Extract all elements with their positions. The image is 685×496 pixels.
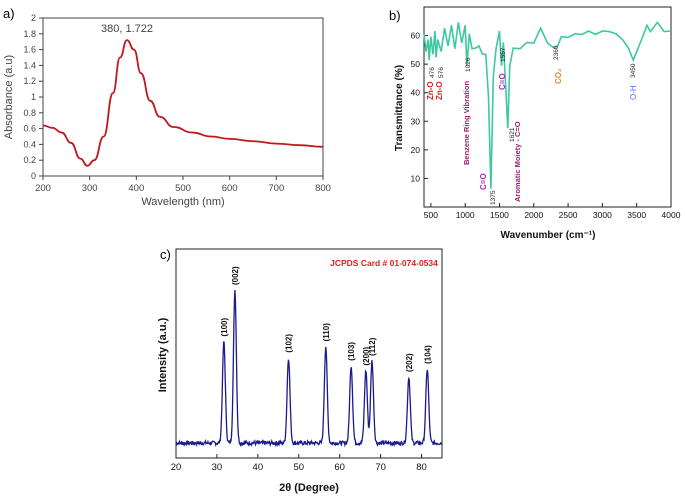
panel-c-x-tick-label-1: 30	[212, 462, 223, 473]
hkl-label-3: (110)	[322, 323, 331, 342]
panel-a-y-tick-label-2: 0.4	[23, 139, 36, 149]
panel-b-x-tick-label-0: 500	[424, 210, 438, 220]
panel-b: b) 500 1000 1500 2000 2500 3000 3500 4000 10 20 3…	[389, 6, 681, 241]
panel-a-label: a)	[3, 6, 15, 21]
panel-b-y-ticks: 10 20 30 40 50 60	[411, 31, 428, 183]
peak-label-576: 576	[438, 67, 445, 78]
panel-c-x-tick-label-4: 60	[334, 462, 345, 473]
panel-a-y-tick-label-7: 1.4	[23, 60, 36, 70]
panel-b-y-tick-label-0: 10	[411, 173, 421, 183]
peak-label-1621: 1621	[509, 127, 516, 142]
panel-a-y-tick-label-5: 1	[31, 92, 36, 102]
panel-a-absorbance-line	[42, 39, 324, 167]
peak-label-1557: 1557	[500, 47, 507, 62]
panel-a-x-tick-label-1: 300	[82, 183, 98, 194]
panel-b-x-axis-label: Wavenumber (cm⁻¹)	[501, 230, 596, 241]
panel-a-x-tick-label-4: 600	[222, 183, 238, 194]
panel-a-x-tick-label-3: 500	[175, 183, 191, 194]
panel-c-x-tick-label-6: 80	[416, 462, 427, 473]
panel-b-y-tick-label-5: 60	[411, 31, 421, 41]
hkl-label-0: (100)	[220, 318, 229, 337]
annotation-c-o-2: C=O	[498, 73, 507, 90]
hkl-label-2: (102)	[285, 334, 294, 353]
hkl-label-8: (104)	[423, 345, 432, 364]
panel-a-y-tick-label-10: 2	[31, 13, 36, 23]
panel-c-x-tick-label-5: 70	[375, 462, 386, 473]
panel-b-x-tick-label-6: 3500	[627, 210, 646, 220]
panel-a-x-tick-label-6: 800	[315, 183, 331, 194]
panel-c-jcpds-title: JCPDS Card # 01-074-0534	[330, 258, 438, 268]
annotation-zn-o-1: Zn-O	[426, 81, 435, 100]
panel-a: a) 200 300 400 500 600 700 800 0 0.2 0.4 0.6 0.8 1 1…	[3, 6, 331, 208]
panel-b-x-tick-label-1: 1000	[456, 210, 475, 220]
panel-b-frame	[423, 6, 672, 208]
panel-b-transmittance-line	[423, 21, 672, 189]
panel-a-x-tick-label-2: 400	[128, 183, 144, 194]
hkl-label-6: (112)	[368, 337, 377, 356]
panel-b-label: b)	[389, 8, 401, 23]
panel-b-x-ticks: 500 1000 1500 2000 2500 3000 3500 4000	[424, 203, 681, 220]
panel-c-xrd-pattern	[175, 289, 443, 448]
panel-c-x-tick-label-3: 50	[293, 462, 304, 473]
panel-a-x-tick-label-0: 200	[35, 183, 51, 194]
panel-c-x-tick-label-2: 40	[253, 462, 264, 473]
panel-c: c) JCPDS Card # 01-074-0534 20 30 40 50 60 70…	[157, 247, 443, 494]
panel-a-y-tick-label-3: 0.6	[23, 124, 36, 134]
panel-a-y-tick-label-0: 0	[31, 171, 36, 181]
panel-b-x-tick-label-5: 3000	[593, 210, 612, 220]
panel-b-x-tick-label-7: 4000	[662, 210, 681, 220]
panel-a-y-tick-label-8: 1.6	[23, 45, 36, 55]
peak-label-1375: 1375	[490, 190, 497, 205]
annotation-co2: CO₂	[554, 68, 563, 84]
panel-b-x-tick-label-4: 2500	[559, 210, 578, 220]
panel-b-y-tick-label-1: 20	[411, 145, 421, 155]
panel-a-y-tick-label-1: 0.2	[23, 155, 36, 165]
panel-c-x-tick-label-0: 20	[171, 462, 182, 473]
panel-b-x-tick-label-3: 2000	[524, 210, 543, 220]
annotation-o-h: O-H	[629, 85, 638, 100]
panel-c-label: c)	[160, 247, 171, 262]
annotation-aromatic-moiety: Aromatic Moiety - C=O	[513, 121, 522, 202]
panel-a-y-ticks: 0 0.2 0.4 0.6 0.8 1 1.2 1.4 1.6 1.8 2	[23, 13, 43, 181]
panel-b-y-tick-label-3: 40	[411, 88, 421, 98]
hkl-label-1: (002)	[231, 266, 240, 285]
panel-b-y-tick-label-2: 30	[411, 116, 421, 126]
panel-a-y-axis-label: Absorbance (a.u)	[3, 55, 15, 139]
panel-b-y-tick-label-4: 50	[411, 59, 421, 69]
peak-label-3450: 3450	[630, 63, 637, 78]
panel-a-frame	[42, 17, 324, 177]
hkl-label-4: (103)	[347, 342, 356, 361]
annotation-c-o-1: C=O	[479, 173, 488, 190]
peak-label-2360: 2360	[553, 45, 560, 60]
peak-label-1026: 1026	[465, 57, 472, 72]
panel-a-y-tick-label-4: 0.8	[23, 108, 36, 118]
panel-c-hkl-labels: (100) (002) (102) (110) (103) (200)(112) (202)…	[220, 266, 432, 372]
panel-c-x-ticks: 20 30 40 50 60 70 80	[171, 454, 427, 473]
panel-a-y-tick-label-6: 1.2	[23, 76, 36, 86]
panel-a-x-ticks: 200 300 400 500 600 700 800	[35, 176, 331, 194]
panel-c-frame	[175, 248, 443, 459]
annotation-benzene-ring: Benzene Ring Vibration	[462, 81, 471, 165]
hkl-label-7: (202)	[405, 353, 414, 372]
panel-a-peak-annotation: 380, 1.722	[101, 23, 153, 35]
panel-c-y-axis-label: Intensity (a.u.)	[157, 317, 169, 392]
hkl-label-5: (200)	[362, 347, 371, 366]
annotation-zn-o-2: Zn-O	[435, 81, 444, 100]
panel-a-y-tick-label-9: 1.8	[23, 29, 36, 39]
peak-label-476: 476	[429, 67, 436, 78]
panel-b-x-tick-label-2: 1500	[490, 210, 509, 220]
panel-a-x-axis-label: Wavelength (nm)	[141, 196, 224, 208]
panel-b-y-axis-label: Transmittance (%)	[394, 65, 405, 151]
panel-a-x-tick-label-5: 700	[268, 183, 284, 194]
panel-c-x-axis-label: 2θ (Degree)	[279, 482, 339, 494]
